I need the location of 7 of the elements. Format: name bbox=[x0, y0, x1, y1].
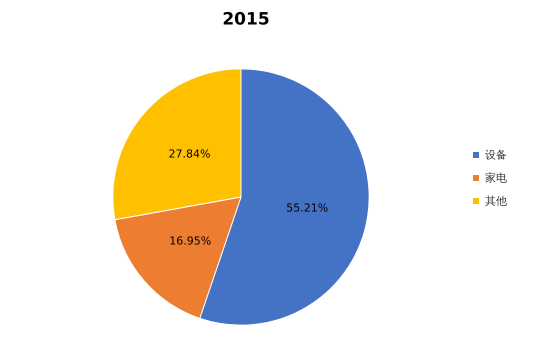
data-label: 16.95% bbox=[169, 234, 212, 248]
legend-label: 其他 bbox=[485, 194, 507, 208]
legend-label: 家电 bbox=[485, 172, 507, 184]
data-label: 27.84% bbox=[168, 147, 211, 160]
chart-title: 2015 bbox=[222, 10, 270, 30]
data-label: 55.21% bbox=[286, 201, 328, 214]
legend-label: 设备 bbox=[485, 148, 507, 162]
